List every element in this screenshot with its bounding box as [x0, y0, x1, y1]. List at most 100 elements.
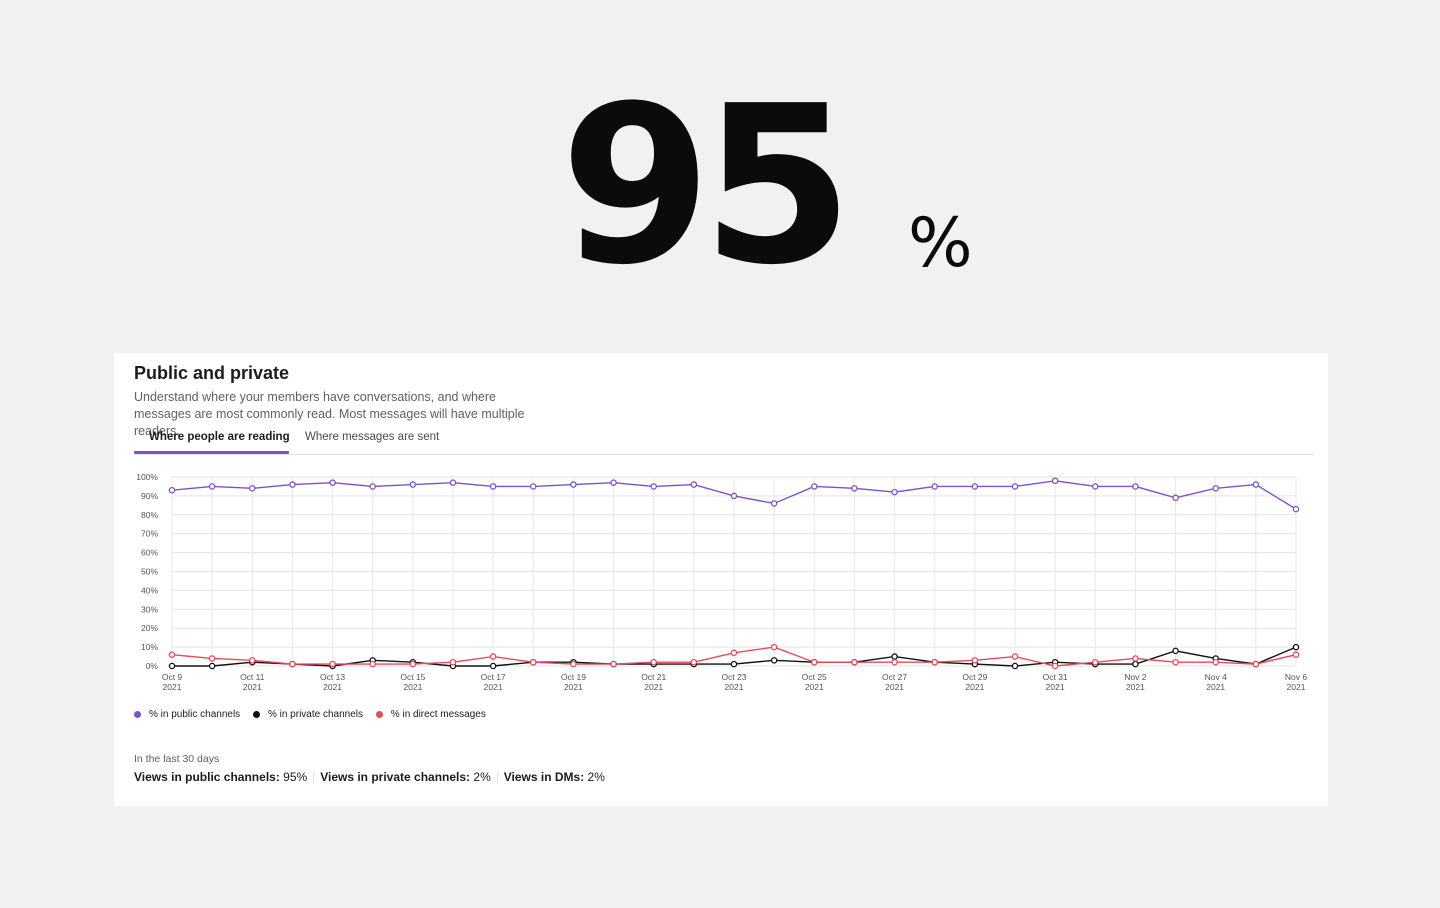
data-point-series-0 — [610, 479, 617, 486]
data-point-series-0 — [208, 483, 216, 490]
x-tick-label: Oct 27 — [882, 672, 907, 682]
data-point-series-2 — [690, 658, 698, 666]
y-tick-label: 70% — [141, 529, 158, 539]
data-point-series-0 — [730, 492, 738, 500]
x-tick-label: Oct 31 — [1043, 672, 1068, 682]
tab-where-people-are-reading[interactable]: Where people are reading — [149, 431, 290, 443]
data-point-series-2 — [811, 658, 818, 666]
x-tick-year-label: 2021 — [965, 682, 984, 692]
stat-dms-value: 2% — [587, 770, 605, 784]
data-point-series-1 — [770, 657, 778, 664]
public-private-card: Public and private Understand where your… — [114, 353, 1328, 806]
data-point-series-2 — [369, 660, 376, 668]
data-point-series-2 — [329, 660, 336, 668]
data-point-series-1 — [730, 660, 738, 668]
x-tick-year-label: 2021 — [885, 682, 904, 692]
y-tick-label: 80% — [141, 510, 158, 520]
data-point-series-0 — [1092, 483, 1099, 490]
data-point-series-2 — [1172, 658, 1179, 666]
data-point-series-2 — [730, 649, 738, 657]
legend-label-direct: % in direct messages — [390, 709, 486, 720]
data-point-series-2 — [1051, 662, 1059, 670]
data-point-series-1 — [891, 653, 898, 660]
data-point-series-0 — [650, 483, 657, 490]
card-description: Understand where your members have conve… — [134, 390, 525, 438]
data-point-series-2 — [1132, 655, 1139, 662]
legend-label-private: % in private channels — [267, 709, 364, 720]
data-point-series-0 — [449, 479, 457, 486]
data-point-series-2 — [570, 660, 577, 668]
data-point-series-1 — [168, 662, 176, 670]
data-point-series-0 — [1212, 485, 1219, 492]
stat-dms: Views in DMs: 2% — [504, 770, 605, 784]
data-point-series-0 — [891, 488, 898, 496]
data-point-series-0 — [168, 486, 176, 494]
x-tick-label: Oct 21 — [641, 672, 666, 682]
stat-private: Views in private channels: 2% — [320, 770, 491, 784]
data-point-series-2 — [1252, 660, 1260, 668]
stat-private-label: Views in private channels: — [320, 770, 471, 784]
chart-legend: % in public channels % in private channe… — [134, 709, 496, 721]
data-point-series-0 — [570, 481, 577, 488]
data-point-series-1 — [489, 662, 497, 670]
x-tick-label: Oct 19 — [561, 672, 586, 682]
y-tick-label: 100% — [136, 472, 158, 482]
data-point-series-2 — [1292, 651, 1300, 658]
x-tick-label: Nov 2 — [1124, 672, 1146, 682]
data-point-series-2 — [489, 653, 497, 660]
x-tick-year-label: 2021 — [1046, 682, 1065, 692]
x-tick-year-label: 2021 — [403, 682, 422, 692]
data-point-series-2 — [168, 651, 176, 658]
stat-public-label: Views in public channels: — [134, 770, 280, 784]
legend-dot-public — [134, 711, 141, 718]
data-point-series-1 — [1011, 662, 1019, 670]
data-point-series-2 — [409, 660, 417, 668]
hero-stat: 95 % — [0, 72, 1440, 302]
data-point-series-2 — [610, 660, 617, 668]
data-point-series-2 — [1092, 658, 1099, 666]
data-point-series-2 — [1212, 658, 1219, 666]
data-point-series-2 — [971, 657, 979, 664]
line-chart: 0%10%20%30%40%50%60%70%80%90%100%Oct 920… — [136, 472, 1307, 692]
y-tick-label: 0% — [146, 661, 159, 671]
legend-item-direct: % in direct messages — [375, 709, 486, 720]
x-tick-label: Oct 23 — [721, 672, 746, 682]
data-point-series-0 — [971, 483, 979, 490]
data-point-series-0 — [811, 483, 818, 490]
x-tick-year-label: 2021 — [805, 682, 824, 692]
tab-bar: Where people are reading Where messages … — [134, 427, 1314, 455]
data-point-series-2 — [770, 643, 778, 651]
data-point-series-0 — [931, 483, 938, 490]
data-point-series-2 — [208, 655, 216, 662]
y-tick-label: 90% — [141, 491, 158, 501]
data-point-series-2 — [891, 658, 898, 666]
data-point-series-0 — [1132, 483, 1139, 490]
x-tick-year-label: 2021 — [484, 682, 503, 692]
x-tick-year-label: 2021 — [163, 682, 182, 692]
data-point-series-2 — [530, 658, 537, 666]
tab-where-messages-are-sent[interactable]: Where messages are sent — [305, 431, 440, 443]
y-tick-label: 10% — [141, 642, 158, 652]
data-point-series-0 — [249, 485, 256, 492]
x-tick-label: Oct 13 — [320, 672, 345, 682]
data-point-series-2 — [931, 658, 938, 666]
data-point-series-1 — [208, 662, 216, 670]
summary-stats: Views in public channels: 95% Views in p… — [134, 770, 605, 784]
data-point-series-0 — [1172, 494, 1179, 502]
data-point-series-2 — [650, 658, 657, 666]
x-tick-label: Oct 11 — [240, 672, 265, 682]
data-point-series-0 — [369, 483, 376, 490]
card-title: Public and private — [134, 363, 290, 383]
stat-divider — [313, 771, 315, 783]
x-tick-label: Oct 15 — [400, 672, 425, 682]
data-point-series-2 — [289, 660, 296, 668]
data-point-series-2 — [1011, 653, 1019, 660]
hero-number: 95 — [560, 60, 853, 313]
legend-item-public: % in public channels — [134, 709, 240, 720]
data-point-series-1 — [1132, 660, 1139, 668]
data-point-series-2 — [449, 658, 457, 666]
data-point-series-0 — [690, 481, 698, 488]
data-point-series-0 — [409, 481, 417, 488]
x-tick-year-label: 2021 — [243, 682, 262, 692]
x-tick-label: Oct 25 — [802, 672, 827, 682]
